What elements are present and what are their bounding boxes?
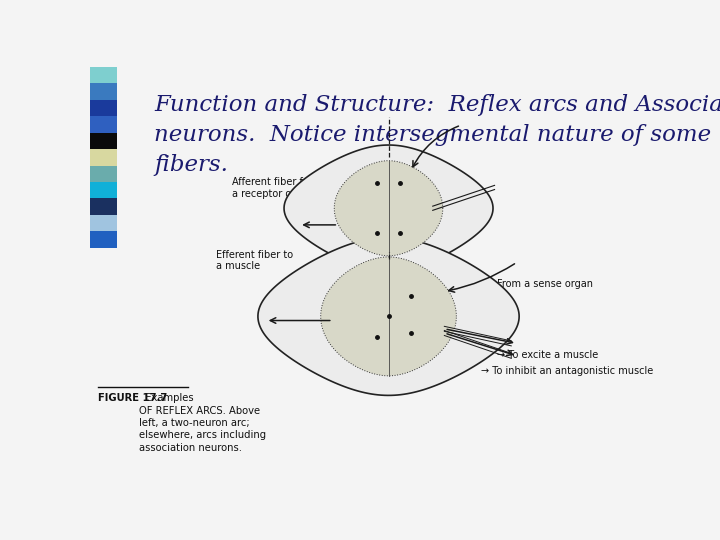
Bar	[90, 100, 117, 116]
Text: Afferent fiber from
a receptor organ: Afferent fiber from a receptor organ	[233, 177, 323, 199]
Bar	[90, 215, 117, 231]
Text: Examples
OF REFLEX ARCS. Above
left, a two-neuron arc;
elsewhere, arcs including: Examples OF REFLEX ARCS. Above left, a t…	[138, 393, 266, 453]
Bar	[90, 116, 117, 133]
Bar	[90, 231, 117, 248]
Text: Efferent fiber to
a muscle: Efferent fiber to a muscle	[215, 250, 292, 272]
Text: From a sense organ: From a sense organ	[498, 279, 593, 289]
Bar	[90, 166, 117, 182]
Text: fibers.: fibers.	[154, 154, 228, 176]
Bar	[90, 67, 117, 83]
Polygon shape	[334, 161, 443, 256]
Polygon shape	[284, 145, 493, 272]
Polygon shape	[258, 237, 519, 395]
Polygon shape	[320, 257, 456, 376]
Bar	[90, 133, 117, 149]
Bar	[90, 83, 117, 100]
Bar	[90, 182, 117, 198]
Text: → To excite a muscle: → To excite a muscle	[498, 349, 598, 360]
Text: Function and Structure:  Reflex arcs and Association: Function and Structure: Reflex arcs and …	[154, 94, 720, 116]
Text: → To inhibit an antagonistic muscle: → To inhibit an antagonistic muscle	[481, 366, 653, 376]
Bar	[90, 198, 117, 215]
Text: neurons.  Notice intersegmental nature of some: neurons. Notice intersegmental nature of…	[154, 124, 711, 146]
Bar	[90, 149, 117, 166]
Text: FIGURE 17.7: FIGURE 17.7	[99, 393, 168, 403]
